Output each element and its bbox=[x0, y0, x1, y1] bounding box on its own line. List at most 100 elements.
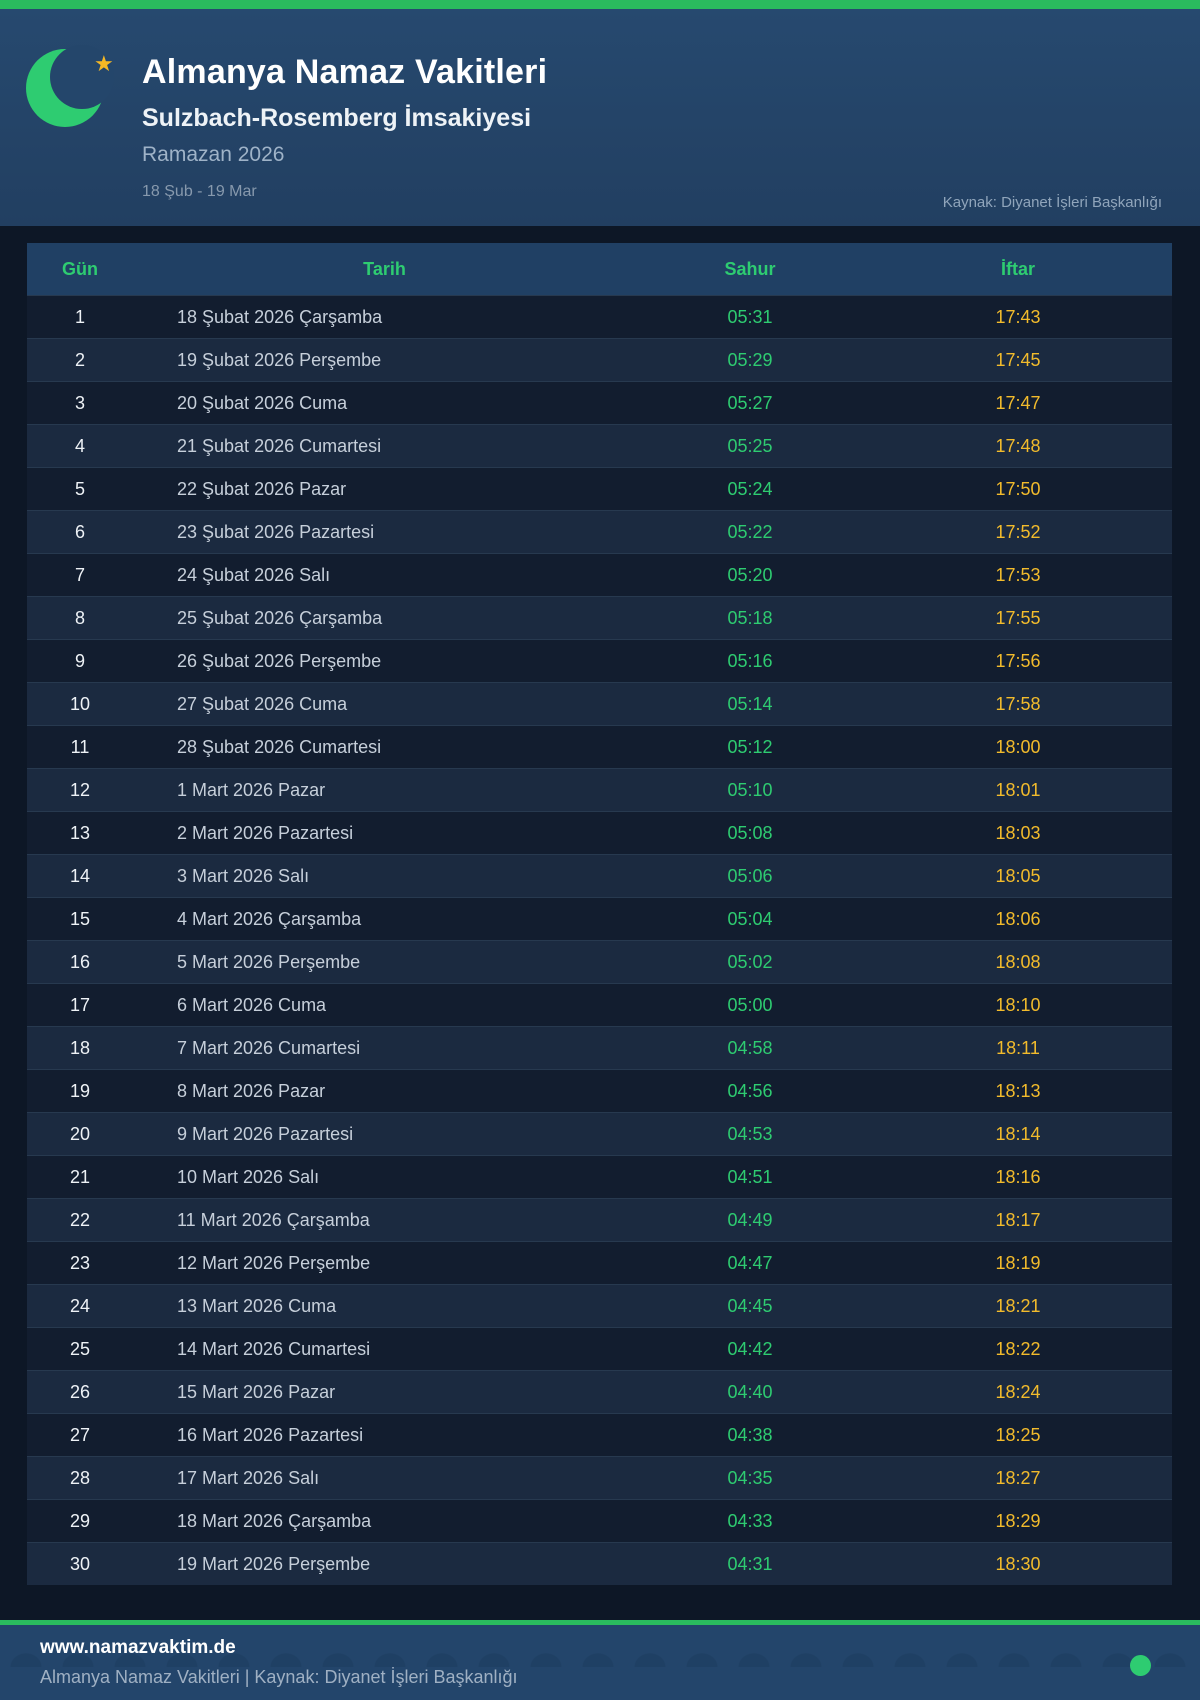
sahur-time: 04:31 bbox=[727, 1553, 773, 1574]
sahur-time: 05:29 bbox=[727, 349, 773, 370]
table-row: 30 19 Mart 2026 Perşembe 04:31 18:30 bbox=[27, 1542, 1172, 1585]
iftar-time: 18:11 bbox=[996, 1037, 1040, 1058]
day-number: 16 bbox=[69, 951, 91, 972]
table-row: 27 16 Mart 2026 Pazartesi 04:38 18:25 bbox=[27, 1413, 1172, 1456]
period-label: Ramazan 2026 bbox=[142, 143, 285, 166]
iftar-time: 18:27 bbox=[995, 1467, 1041, 1488]
date-cell: 23 Şubat 2026 Pazartesi bbox=[177, 521, 375, 542]
day-number: 13 bbox=[69, 822, 91, 843]
date-cell: 10 Mart 2026 Salı bbox=[177, 1166, 320, 1187]
iftar-time: 17:50 bbox=[995, 478, 1041, 499]
status-dot-icon bbox=[1130, 1655, 1151, 1676]
footer-accent-line bbox=[0, 1620, 1200, 1625]
day-number: 19 bbox=[69, 1080, 91, 1101]
date-cell: 11 Mart 2026 Çarşamba bbox=[177, 1209, 370, 1230]
iftar-time: 18:17 bbox=[995, 1209, 1041, 1230]
date-cell: 2 Mart 2026 Pazartesi bbox=[177, 822, 354, 843]
table-row: 17 6 Mart 2026 Cuma 05:00 18:10 bbox=[27, 983, 1172, 1026]
date-cell: 6 Mart 2026 Cuma bbox=[177, 994, 327, 1015]
day-number: 2 bbox=[74, 349, 85, 370]
date-cell: 15 Mart 2026 Pazar bbox=[177, 1381, 336, 1402]
column-header-iftar: İftar bbox=[1000, 258, 1035, 279]
day-number: 11 bbox=[70, 736, 90, 757]
sahur-time: 04:45 bbox=[727, 1295, 773, 1316]
iftar-time: 18:22 bbox=[995, 1338, 1041, 1359]
table-row: 15 4 Mart 2026 Çarşamba 05:04 18:06 bbox=[27, 897, 1172, 940]
sahur-time: 04:53 bbox=[727, 1123, 773, 1144]
table-row: 24 13 Mart 2026 Cuma 04:45 18:21 bbox=[27, 1284, 1172, 1327]
table-row: 21 10 Mart 2026 Salı 04:51 18:16 bbox=[27, 1155, 1172, 1198]
table-row: 2 19 Şubat 2026 Perşembe 05:29 17:45 bbox=[27, 338, 1172, 381]
day-number: 7 bbox=[74, 564, 85, 585]
table-row: 7 24 Şubat 2026 Salı 05:20 17:53 bbox=[27, 553, 1172, 596]
table-row: 12 1 Mart 2026 Pazar 05:10 18:01 bbox=[27, 768, 1172, 811]
day-number: 8 bbox=[74, 607, 85, 628]
table-row: 25 14 Mart 2026 Cumartesi 04:42 18:22 bbox=[27, 1327, 1172, 1370]
table-row: 29 18 Mart 2026 Çarşamba 04:33 18:29 bbox=[27, 1499, 1172, 1542]
iftar-time: 17:55 bbox=[995, 607, 1041, 628]
table-row: 28 17 Mart 2026 Salı 04:35 18:27 bbox=[27, 1456, 1172, 1499]
iftar-time: 17:47 bbox=[995, 392, 1041, 413]
iftar-time: 18:03 bbox=[995, 822, 1041, 843]
sahur-time: 04:49 bbox=[727, 1209, 773, 1230]
date-cell: 18 Şubat 2026 Çarşamba bbox=[177, 306, 383, 327]
date-cell: 24 Şubat 2026 Salı bbox=[177, 564, 331, 585]
sahur-time: 05:22 bbox=[727, 521, 773, 542]
table-row: 11 28 Şubat 2026 Cumartesi 05:12 18:00 bbox=[27, 725, 1172, 768]
source-label: Kaynak: Diyanet İşleri Başkanlığı bbox=[942, 194, 1162, 211]
iftar-time: 18:10 bbox=[995, 994, 1041, 1015]
iftar-time: 17:53 bbox=[995, 564, 1041, 585]
sahur-time: 05:31 bbox=[727, 306, 773, 327]
sahur-time: 05:20 bbox=[727, 564, 773, 585]
date-cell: 16 Mart 2026 Pazartesi bbox=[177, 1424, 364, 1445]
iftar-time: 18:14 bbox=[995, 1123, 1041, 1144]
sahur-time: 04:38 bbox=[727, 1424, 773, 1445]
sahur-time: 05:02 bbox=[727, 951, 773, 972]
day-number: 9 bbox=[74, 650, 85, 671]
day-number: 4 bbox=[74, 435, 85, 456]
table-row: 26 15 Mart 2026 Pazar 04:40 18:24 bbox=[27, 1370, 1172, 1413]
day-number: 10 bbox=[69, 693, 91, 714]
iftar-time: 18:21 bbox=[995, 1295, 1041, 1316]
website-link[interactable]: www.namazvaktim.de bbox=[40, 1637, 236, 1658]
sahur-time: 04:58 bbox=[727, 1037, 773, 1058]
iftar-time: 17:58 bbox=[995, 693, 1041, 714]
date-cell: 13 Mart 2026 Cuma bbox=[177, 1295, 337, 1316]
sahur-time: 04:33 bbox=[727, 1510, 773, 1531]
table-row: 20 9 Mart 2026 Pazartesi 04:53 18:14 bbox=[27, 1112, 1172, 1155]
sahur-time: 05:00 bbox=[727, 994, 773, 1015]
table-row: 13 2 Mart 2026 Pazartesi 05:08 18:03 bbox=[27, 811, 1172, 854]
crescent-moon-icon: ★ bbox=[26, 45, 114, 131]
sahur-time: 04:56 bbox=[727, 1080, 773, 1101]
column-header-sahur: Sahur bbox=[724, 258, 776, 279]
date-cell: 19 Mart 2026 Perşembe bbox=[177, 1553, 371, 1574]
date-cell: 18 Mart 2026 Çarşamba bbox=[177, 1510, 372, 1531]
iftar-time: 18:30 bbox=[995, 1553, 1041, 1574]
day-number: 28 bbox=[69, 1467, 91, 1488]
column-header-gun: Gün bbox=[62, 258, 98, 279]
table-body: 1 18 Şubat 2026 Çarşamba 05:31 17:43 2 1… bbox=[27, 295, 1172, 1585]
day-number: 20 bbox=[69, 1123, 91, 1144]
iftar-time: 18:05 bbox=[995, 865, 1041, 886]
date-cell: 8 Mart 2026 Pazar bbox=[177, 1080, 326, 1101]
date-cell: 25 Şubat 2026 Çarşamba bbox=[177, 607, 383, 628]
day-number: 6 bbox=[74, 521, 85, 542]
day-number: 17 bbox=[69, 994, 91, 1015]
sahur-time: 04:51 bbox=[727, 1166, 773, 1187]
sahur-time: 05:10 bbox=[727, 779, 773, 800]
table-row: 22 11 Mart 2026 Çarşamba 04:49 18:17 bbox=[27, 1198, 1172, 1241]
table-row: 19 8 Mart 2026 Pazar 04:56 18:13 bbox=[27, 1069, 1172, 1112]
page-title: Almanya Namaz Vakitleri bbox=[142, 53, 548, 91]
page-header: ★ Almanya Namaz Vakitleri Sulzbach-Rosem… bbox=[0, 9, 1200, 226]
table-row: 16 5 Mart 2026 Perşembe 05:02 18:08 bbox=[27, 940, 1172, 983]
iftar-time: 18:06 bbox=[995, 908, 1041, 929]
sahur-time: 04:35 bbox=[727, 1467, 773, 1488]
date-cell: 3 Mart 2026 Salı bbox=[177, 865, 310, 886]
date-cell: 27 Şubat 2026 Cuma bbox=[177, 693, 348, 714]
table-row: 6 23 Şubat 2026 Pazartesi 05:22 17:52 bbox=[27, 510, 1172, 553]
date-cell: 22 Şubat 2026 Pazar bbox=[177, 478, 347, 499]
iftar-time: 17:45 bbox=[995, 349, 1041, 370]
table-row: 23 12 Mart 2026 Perşembe 04:47 18:19 bbox=[27, 1241, 1172, 1284]
day-number: 27 bbox=[69, 1424, 91, 1445]
date-cell: 26 Şubat 2026 Perşembe bbox=[177, 650, 382, 671]
